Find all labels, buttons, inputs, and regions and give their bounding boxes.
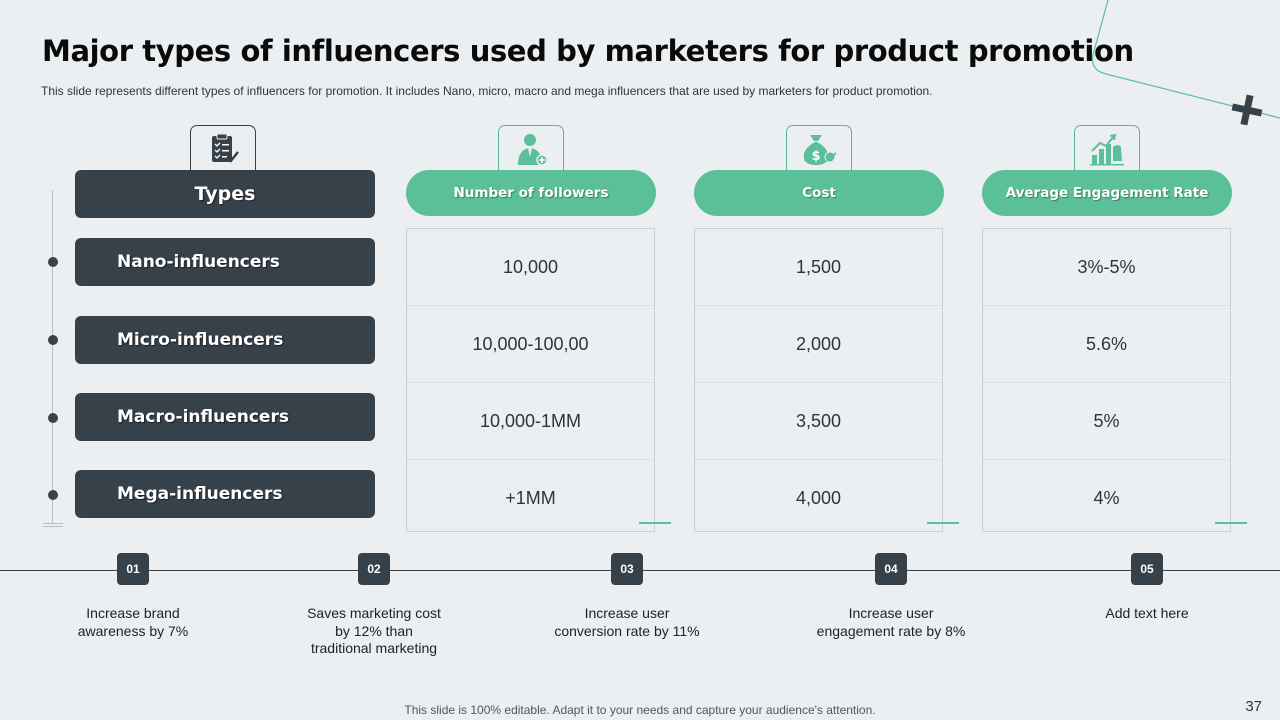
cost-column: 1,500 2,000 3,500 4,000 bbox=[694, 228, 943, 532]
page-subtitle: This slide represents different types of… bbox=[41, 84, 933, 98]
cost-header: Cost bbox=[694, 170, 944, 216]
type-micro: Micro-influencers bbox=[75, 316, 375, 364]
engagement-header: Average Engagement Rate bbox=[982, 170, 1232, 216]
step-text-01: Increase brand awareness by 7% bbox=[77, 605, 189, 639]
step-text-03: Increase user conversion rate by 11% bbox=[554, 605, 700, 639]
connector-cap bbox=[43, 526, 63, 527]
followers-header: Number of followers bbox=[406, 170, 656, 216]
corner-decoration bbox=[1091, 0, 1280, 126]
engagement-value: 3%-5% bbox=[983, 229, 1230, 306]
step-badge-04: 04 bbox=[875, 553, 907, 585]
type-macro: Macro-influencers bbox=[75, 393, 375, 441]
svg-text:$: $ bbox=[811, 149, 820, 164]
connector-cap bbox=[43, 523, 63, 524]
page-title: Major types of influencers used by marke… bbox=[42, 34, 1134, 68]
followers-column: 10,000 10,000-100,00 10,000-1MM +1MM bbox=[406, 228, 655, 532]
followers-value: 10,000-1MM bbox=[407, 383, 654, 460]
followers-value: 10,000-100,00 bbox=[407, 306, 654, 383]
accent-line bbox=[927, 522, 959, 524]
step-badge-05: 05 bbox=[1131, 553, 1163, 585]
step-text-05: Add text here bbox=[1105, 605, 1189, 621]
step-badge-01: 01 bbox=[117, 553, 149, 585]
cost-value: 3,500 bbox=[695, 383, 942, 460]
footer-note: This slide is 100% editable. Adapt it to… bbox=[404, 703, 876, 717]
step-badge-03: 03 bbox=[611, 553, 643, 585]
accent-line bbox=[1215, 522, 1247, 524]
step-text-04: Increase user engagement rate by 8% bbox=[816, 605, 966, 639]
bullet-dot bbox=[48, 335, 58, 345]
types-connector-line bbox=[52, 190, 53, 523]
engagement-value: 5% bbox=[983, 383, 1230, 460]
engagement-value: 5.6% bbox=[983, 306, 1230, 383]
cost-value: 4,000 bbox=[795, 488, 842, 508]
step-text-02: Saves marketing cost by 12% than traditi… bbox=[307, 605, 441, 656]
followers-value: +1MM bbox=[505, 488, 556, 508]
clipboard-icon bbox=[190, 125, 256, 171]
person-plus-icon bbox=[498, 125, 564, 171]
followers-value: 10,000 bbox=[407, 229, 654, 306]
page-number: 37 bbox=[1245, 698, 1262, 715]
cost-value: 1,500 bbox=[695, 229, 942, 306]
plus-icon bbox=[1231, 94, 1263, 126]
accent-line bbox=[639, 522, 671, 524]
money-bag-icon: $ bbox=[786, 125, 852, 171]
cost-value: 2,000 bbox=[695, 306, 942, 383]
type-nano: Nano-influencers bbox=[75, 238, 375, 286]
engagement-column: 3%-5% 5.6% 5% 4% bbox=[982, 228, 1231, 532]
step-badge-02: 02 bbox=[358, 553, 390, 585]
type-mega: Mega-influencers bbox=[75, 470, 375, 518]
bullet-dot bbox=[48, 490, 58, 500]
bullet-dot bbox=[48, 257, 58, 267]
types-header: Types bbox=[75, 170, 375, 218]
growth-chart-icon bbox=[1074, 125, 1140, 171]
engagement-value: 4% bbox=[1093, 488, 1120, 508]
bullet-dot bbox=[48, 413, 58, 423]
